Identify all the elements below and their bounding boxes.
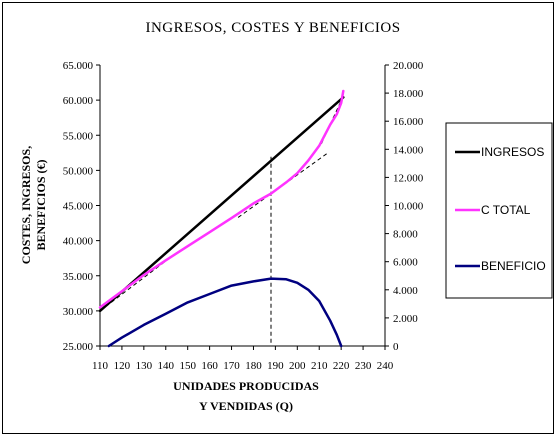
chart-title: INGRESOS, COSTES Y BENEFICIOS [145, 20, 400, 36]
y-right-tick-label: 4.000 [393, 285, 418, 297]
x-tick-label: 120 [114, 360, 131, 372]
x-tick-label: 230 [355, 360, 372, 372]
y-left-tick-label: 60.000 [63, 95, 94, 107]
y-left-tick-label: 45.000 [63, 201, 94, 213]
y-right-tick-label: 8.000 [393, 229, 418, 241]
series-layer [98, 89, 345, 348]
y-right-tick-label: 16.000 [393, 116, 424, 128]
y-right-tick-label: 20.000 [393, 60, 424, 72]
y-right-tick-label: 18.000 [393, 88, 424, 100]
y-right-tick-label: 14.000 [393, 144, 424, 156]
y-left-tick-label: 25.000 [63, 341, 94, 353]
y-right-tick-label: 10.000 [393, 201, 424, 213]
y-left-ticks: 25.000 30.000 35.000 40.000 45.000 50.000 55.0… [63, 60, 100, 353]
x-axis-title-line1: UNIDADES PRODUCIDAS [173, 379, 319, 393]
x-tick-label: 140 [158, 360, 175, 372]
y-right-tick-label: 6.000 [393, 257, 418, 269]
y-left-tick-label: 65.000 [63, 60, 94, 72]
legend-label-ingresos: INGRESOS [481, 145, 544, 159]
x-ticks: 110 120 130 140 150 160 170 180 190 200 210 220 230 2… [92, 346, 394, 372]
y-left-tick-label: 55.000 [63, 130, 94, 142]
x-tick-label: 200 [289, 360, 306, 372]
x-axis-title-line2: Y VENDIDAS (Q) [199, 399, 293, 413]
series-line-beneficio [107, 277, 343, 348]
y-left-tick-label: 30.000 [63, 306, 94, 318]
x-tick-label: 160 [201, 360, 218, 372]
x-tick-label: 180 [245, 360, 262, 372]
y-left-tick-label: 50.000 [63, 165, 94, 177]
x-tick-label: 130 [136, 360, 153, 372]
y-right-tick-label: 0 [393, 341, 399, 353]
y-right-ticks: 0 2.000 4.000 6.000 8.000 10.000 12.000 14.000 1… [385, 60, 424, 353]
plot-area [99, 65, 386, 347]
y-left-tick-label: 35.000 [63, 271, 94, 283]
y-axis-title-line2: BENEFICIOS (€) [34, 159, 48, 250]
x-tick-label: 150 [179, 360, 196, 372]
tangent-line [237, 152, 329, 218]
y-right-tick-label: 2.000 [393, 313, 418, 325]
x-tick-label: 210 [311, 360, 328, 372]
x-tick-label: 170 [223, 360, 240, 372]
legend-label-beneficio: BENEFICIO [481, 259, 546, 273]
x-tick-label: 240 [377, 360, 394, 372]
x-tick-label: 220 [333, 360, 350, 372]
legend: INGRESOS C TOTAL BENEFICIO [445, 122, 553, 299]
x-tick-label: 110 [92, 360, 109, 372]
y-left-tick-label: 40.000 [63, 236, 94, 248]
y-axis-title-line1: COSTES, INGRESOS, [19, 146, 33, 264]
legend-label-ctotal: C TOTAL [481, 203, 531, 217]
series-line-ingresos [98, 96, 345, 313]
y-right-tick-label: 12.000 [393, 172, 424, 184]
x-tick-label: 190 [267, 360, 284, 372]
series-line-ctotal [98, 89, 345, 309]
